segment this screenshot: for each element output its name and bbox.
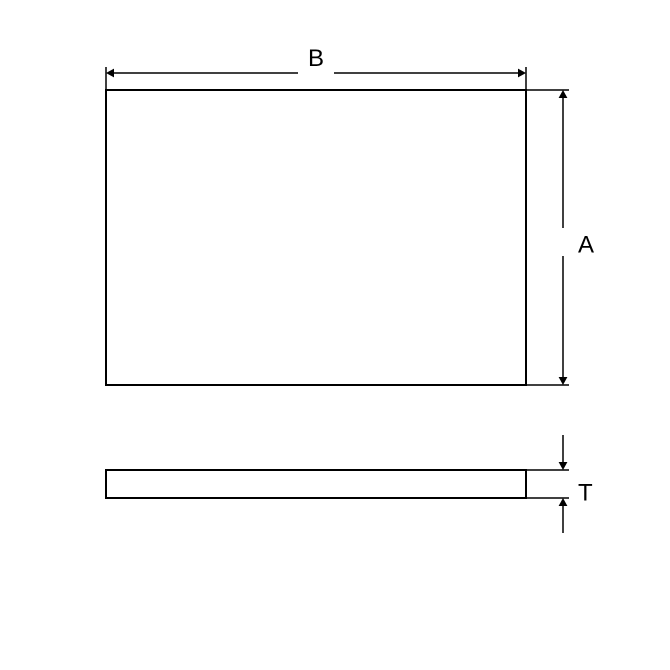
dimension-label-a: A — [578, 231, 594, 258]
bottom-rectangle — [106, 470, 526, 498]
dimension-diagram: B A T — [0, 0, 670, 670]
dimension-label-b: B — [308, 45, 324, 72]
top-rectangle — [106, 90, 526, 385]
dimension-label-t: T — [578, 479, 593, 506]
